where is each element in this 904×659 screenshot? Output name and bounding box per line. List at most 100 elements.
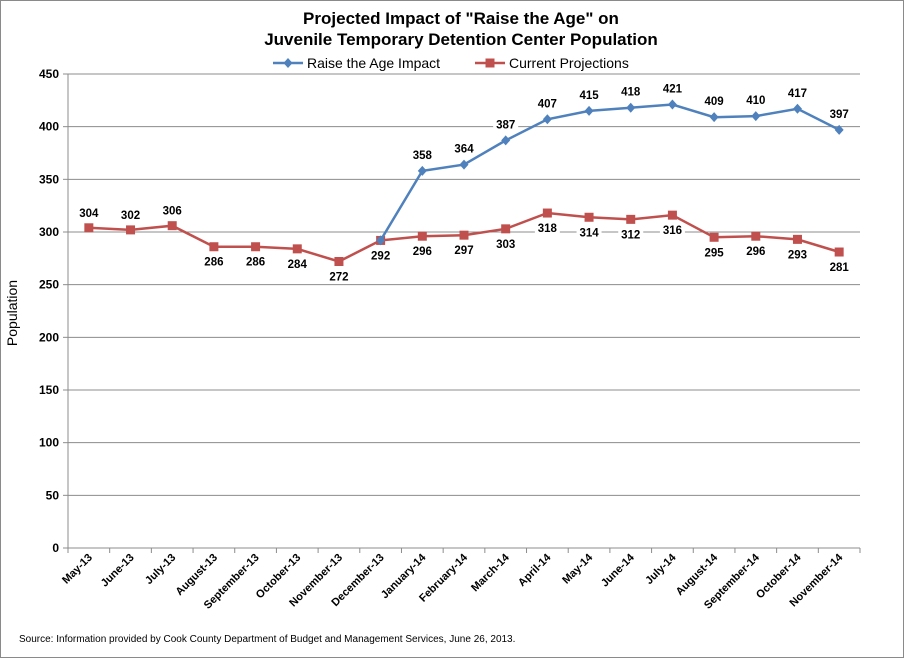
data-label-bg-current-projections-june-14 xyxy=(618,227,644,242)
point-current-projections-november-13 xyxy=(334,256,344,266)
data-label-bg-raise-the-age-impact-august-14 xyxy=(701,94,727,109)
point-raise-the-age-impact-september-14 xyxy=(751,111,761,122)
point-current-projections-august-14 xyxy=(709,232,719,242)
point-raise-the-age-impact-may-14 xyxy=(584,105,594,116)
x-tick-label-march-14: March-14 xyxy=(469,551,512,594)
point-raise-the-age-impact-april-14 xyxy=(542,114,552,125)
y-tick-label-350: 350 xyxy=(39,172,59,186)
point-raise-the-age-impact-december-13 xyxy=(376,235,386,246)
legend-item-current-projections: Current Projections xyxy=(475,55,629,71)
x-tick-label-june-13: June-13 xyxy=(99,552,137,590)
gridlines xyxy=(68,73,860,496)
data-label-bg-current-projections-january-14 xyxy=(409,244,435,259)
point-raise-the-age-impact-march-14 xyxy=(501,135,511,146)
data-label-raise-the-age-impact-may-14: 415 xyxy=(579,90,599,102)
data-label-bg-current-projections-august-14 xyxy=(701,245,727,260)
source-note: Source: Information provided by Cook Cou… xyxy=(19,634,515,645)
data-label-current-projections-october-13: 284 xyxy=(288,259,308,271)
data-label-bg-current-projections-june-13 xyxy=(118,207,144,222)
point-current-projections-june-13 xyxy=(126,225,136,235)
x-tick-label-july-14: July-14 xyxy=(643,551,679,587)
point-current-projections-may-13 xyxy=(84,223,94,233)
data-label-bg-raise-the-age-impact-june-14 xyxy=(618,84,644,99)
data-label-current-projections-august-13: 286 xyxy=(204,257,223,269)
data-label-current-projections-july-13: 306 xyxy=(163,206,182,218)
y-tick-label-400: 400 xyxy=(39,120,59,134)
point-current-projections-november-14 xyxy=(834,247,844,257)
x-tick-label-may-13: May-13 xyxy=(60,552,95,587)
data-label-bg-current-projections-august-13 xyxy=(201,254,227,269)
y-tick-label-0: 0 xyxy=(52,541,59,555)
chart-title-line-2: Juvenile Temporary Detention Center Popu… xyxy=(264,30,658,49)
data-label-raise-the-age-impact-june-14: 418 xyxy=(621,87,641,99)
data-label-current-projections-november-14: 281 xyxy=(830,262,850,274)
data-label-bg-current-projections-march-14 xyxy=(493,236,519,251)
y-tick-label-200: 200 xyxy=(39,330,59,344)
data-label-raise-the-age-impact-september-14: 410 xyxy=(746,95,765,107)
y-axis-ticks: 0 50 100 150 200 250 300 350 400 450 xyxy=(39,67,68,555)
data-label-current-projections-february-14: 297 xyxy=(454,245,473,257)
point-current-projections-september-14 xyxy=(751,231,761,241)
data-label-bg-current-projections-september-14 xyxy=(743,244,769,259)
point-current-projections-april-14 xyxy=(542,208,552,218)
data-label-raise-the-age-impact-april-14: 407 xyxy=(538,98,557,110)
point-current-projections-january-14 xyxy=(417,231,427,241)
point-current-projections-october-13 xyxy=(292,244,302,254)
data-label-bg-current-projections-december-13 xyxy=(368,248,394,263)
data-label-current-projections-may-14: 314 xyxy=(579,227,599,239)
y-tick-label-150: 150 xyxy=(39,383,59,397)
data-labels: 358 364 387 407 415 418 421 409 410 417 397 304 302 3… xyxy=(76,81,852,284)
x-tick-label-may-14: May-14 xyxy=(560,551,595,586)
data-label-current-projections-august-14: 295 xyxy=(705,247,725,259)
data-label-bg-raise-the-age-impact-february-14 xyxy=(451,141,477,156)
point-current-projections-july-14 xyxy=(667,210,677,220)
point-raise-the-age-impact-november-14 xyxy=(834,124,844,135)
data-label-bg-raise-the-age-impact-march-14 xyxy=(493,117,519,132)
data-label-raise-the-age-impact-october-14: 417 xyxy=(788,88,807,100)
legend-label-current-projections: Current Projections xyxy=(509,55,629,71)
point-current-projections-august-13 xyxy=(209,242,219,252)
legend-marker-current-projections xyxy=(485,58,495,68)
legend-marker-raise-the-age xyxy=(283,58,293,68)
data-label-bg-current-projections-may-14 xyxy=(576,225,602,240)
data-label-bg-raise-the-age-impact-january-14 xyxy=(409,147,435,162)
chart-title-line-1: Projected Impact of "Raise the Age" on xyxy=(303,9,619,28)
data-label-raise-the-age-impact-july-14: 421 xyxy=(663,84,683,96)
legend-label-raise-the-age: Raise the Age Impact xyxy=(307,55,440,71)
point-current-projections-june-14 xyxy=(626,214,636,224)
series-line-raise-the-age-impact xyxy=(379,103,840,242)
data-label-current-projections-september-13: 286 xyxy=(246,257,265,269)
x-axis-ticks: May-13 June-13 July-13August-13September-1… xyxy=(60,548,861,612)
data-label-current-projections-january-14: 296 xyxy=(413,246,432,258)
x-tick-label-april-14: April-14 xyxy=(516,551,554,589)
x-tick-label-june-14: June-14 xyxy=(599,551,638,590)
point-raise-the-age-impact-october-14 xyxy=(792,103,802,114)
point-current-projections-february-14 xyxy=(459,230,469,240)
point-raise-the-age-impact-january-14 xyxy=(417,165,427,176)
y-axis-title: Population xyxy=(4,280,20,346)
data-label-bg-current-projections-september-13 xyxy=(243,254,269,269)
point-raise-the-age-impact-july-14 xyxy=(667,99,677,110)
point-current-projections-july-13 xyxy=(167,221,177,231)
data-label-current-projections-september-14: 296 xyxy=(746,246,765,258)
y-tick-label-50: 50 xyxy=(46,488,60,502)
legend-item-raise-the-age: Raise the Age Impact xyxy=(273,55,440,71)
data-label-raise-the-age-impact-february-14: 364 xyxy=(454,144,474,156)
data-label-bg-raise-the-age-impact-may-14 xyxy=(576,87,602,102)
data-label-current-projections-june-13: 302 xyxy=(121,210,140,222)
data-label-raise-the-age-impact-november-14: 397 xyxy=(830,109,849,121)
data-label-current-projections-july-14: 316 xyxy=(663,225,682,237)
x-tick-label-july-13: July-13 xyxy=(143,552,178,587)
data-label-bg-raise-the-age-impact-november-14 xyxy=(826,106,852,121)
data-label-current-projections-november-13: 272 xyxy=(329,271,348,283)
legend: Raise the Age Impact Current Projections xyxy=(273,55,629,71)
data-label-current-projections-december-13: 292 xyxy=(371,250,390,262)
data-label-current-projections-june-14: 312 xyxy=(621,229,640,241)
y-tick-label-250: 250 xyxy=(39,278,59,292)
axes xyxy=(67,74,860,549)
point-current-projections-october-14 xyxy=(792,234,802,244)
data-label-bg-current-projections-november-14 xyxy=(826,260,852,275)
data-label-current-projections-march-14: 303 xyxy=(496,239,515,251)
